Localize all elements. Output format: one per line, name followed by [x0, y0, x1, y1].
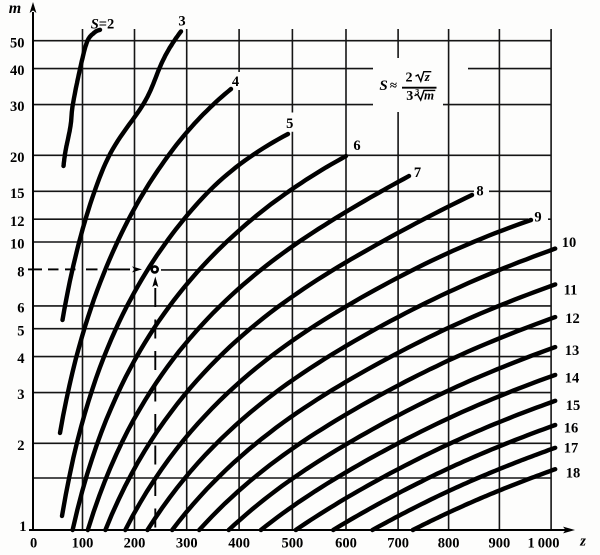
svg-text:10: 10 [562, 235, 577, 251]
svg-text:700: 700 [387, 536, 409, 552]
svg-text:800: 800 [438, 536, 460, 552]
svg-text:2: 2 [17, 438, 24, 454]
svg-text:3: 3 [415, 88, 419, 97]
svg-text:3: 3 [178, 13, 185, 29]
svg-text:30: 30 [10, 99, 25, 115]
svg-text:16: 16 [564, 420, 579, 436]
svg-text:4: 4 [232, 74, 239, 90]
svg-text:7: 7 [414, 165, 421, 181]
svg-text:1 000: 1 000 [528, 536, 560, 552]
svg-text:6: 6 [353, 138, 360, 154]
svg-text:4: 4 [17, 351, 24, 367]
svg-text:8: 8 [17, 265, 24, 281]
svg-text:400: 400 [228, 536, 250, 552]
svg-text:S=2: S=2 [91, 17, 115, 33]
svg-text:12: 12 [10, 214, 25, 230]
svg-text:z: z [579, 534, 586, 550]
svg-text:m: m [424, 88, 434, 103]
svg-text:15: 15 [566, 398, 581, 414]
svg-text:5: 5 [286, 116, 293, 132]
svg-text:2: 2 [406, 70, 413, 85]
svg-text:10: 10 [10, 237, 25, 253]
svg-text:100: 100 [72, 536, 94, 552]
svg-text:m: m [9, 0, 21, 17]
svg-text:S: S [379, 78, 387, 94]
svg-text:500: 500 [282, 536, 304, 552]
svg-text:14: 14 [565, 370, 580, 386]
svg-text:0: 0 [30, 536, 37, 552]
svg-text:13: 13 [565, 343, 580, 359]
svg-text:1: 1 [19, 519, 26, 535]
svg-text:900: 900 [489, 536, 511, 552]
svg-text:3: 3 [406, 89, 413, 104]
svg-text:200: 200 [124, 536, 146, 552]
svg-text:8: 8 [476, 184, 483, 200]
svg-text:17: 17 [564, 440, 579, 456]
svg-text:18: 18 [566, 465, 581, 481]
svg-text:40: 40 [10, 63, 25, 79]
svg-text:12: 12 [565, 311, 580, 327]
svg-text:≈: ≈ [390, 78, 397, 93]
svg-text:20: 20 [10, 150, 25, 166]
svg-text:300: 300 [176, 536, 198, 552]
svg-text:5: 5 [17, 323, 24, 339]
svg-text:z: z [424, 69, 431, 84]
svg-text:3: 3 [17, 387, 24, 403]
svg-text:11: 11 [564, 282, 578, 298]
svg-text:9: 9 [534, 209, 541, 225]
svg-text:6: 6 [17, 301, 24, 317]
svg-text:600: 600 [335, 536, 357, 552]
svg-text:15: 15 [10, 186, 25, 202]
svg-text:50: 50 [10, 35, 25, 51]
